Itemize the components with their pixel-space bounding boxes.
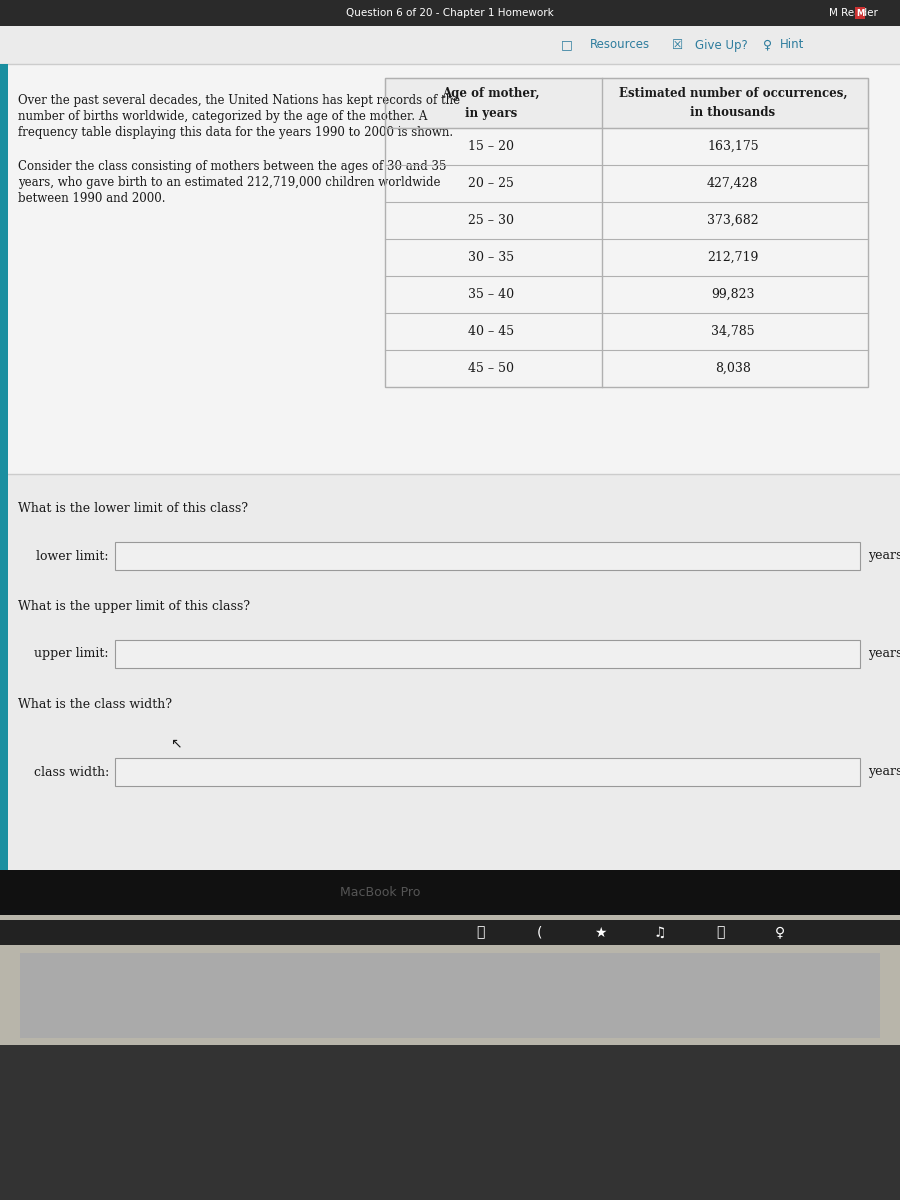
Bar bbox=[20, 953, 880, 1038]
Text: ↖: ↖ bbox=[170, 736, 182, 750]
Text: Question 6 of 20 - Chapter 1 Homework: Question 6 of 20 - Chapter 1 Homework bbox=[346, 8, 554, 18]
Text: M Reader: M Reader bbox=[829, 8, 878, 18]
Text: What is the lower limit of this class?: What is the lower limit of this class? bbox=[18, 502, 248, 515]
Text: years: years bbox=[868, 766, 900, 779]
Text: number of births worldwide, categorized by the age of the mother. A: number of births worldwide, categorized … bbox=[18, 110, 427, 122]
Bar bbox=[0, 920, 900, 946]
Text: ♫: ♫ bbox=[653, 925, 666, 940]
Bar bbox=[0, 914, 900, 1045]
Text: ♀: ♀ bbox=[763, 38, 772, 52]
Text: 163,175: 163,175 bbox=[706, 140, 759, 152]
Text: 99,823: 99,823 bbox=[711, 288, 754, 301]
Text: 45 – 50: 45 – 50 bbox=[468, 362, 514, 374]
Text: class width:: class width: bbox=[34, 766, 109, 779]
Text: Resources: Resources bbox=[590, 38, 650, 52]
Text: (: ( bbox=[537, 925, 543, 940]
Text: ♀: ♀ bbox=[775, 925, 785, 940]
Bar bbox=[0, 64, 900, 870]
Bar bbox=[115, 542, 860, 570]
Bar bbox=[0, 0, 900, 26]
Text: What is the upper limit of this class?: What is the upper limit of this class? bbox=[18, 600, 250, 613]
Text: between 1990 and 2000.: between 1990 and 2000. bbox=[18, 192, 166, 205]
Text: MacBook Pro: MacBook Pro bbox=[340, 886, 420, 899]
Text: □: □ bbox=[561, 38, 573, 52]
Bar bbox=[0, 26, 900, 64]
Text: 373,682: 373,682 bbox=[706, 214, 759, 227]
Text: 212,719: 212,719 bbox=[707, 251, 759, 264]
Text: Estimated number of occurrences,: Estimated number of occurrences, bbox=[618, 86, 847, 100]
Text: frequency table displaying this data for the years 1990 to 2000 is shown.: frequency table displaying this data for… bbox=[18, 126, 453, 139]
Text: 40 – 45: 40 – 45 bbox=[468, 325, 514, 338]
Text: years: years bbox=[868, 550, 900, 563]
Bar bbox=[115, 758, 860, 786]
Text: Consider the class consisting of mothers between the ages of 30 and 35: Consider the class consisting of mothers… bbox=[18, 160, 446, 173]
Bar bbox=[0, 0, 900, 870]
Text: 427,428: 427,428 bbox=[707, 176, 759, 190]
Text: Age of mother,: Age of mother, bbox=[443, 86, 540, 100]
Text: years: years bbox=[868, 648, 900, 660]
Text: in thousands: in thousands bbox=[690, 107, 775, 120]
Bar bbox=[0, 64, 8, 870]
Text: ⎒: ⎒ bbox=[476, 925, 484, 940]
Text: Hint: Hint bbox=[780, 38, 805, 52]
Text: What is the class width?: What is the class width? bbox=[18, 698, 172, 710]
Text: in years: in years bbox=[465, 107, 518, 120]
Text: 34,785: 34,785 bbox=[711, 325, 754, 338]
Bar bbox=[115, 640, 860, 668]
Bar bbox=[8, 474, 900, 870]
Text: 🔇: 🔇 bbox=[716, 925, 724, 940]
Text: Give Up?: Give Up? bbox=[695, 38, 748, 52]
Text: years, who gave birth to an estimated 212,719,000 children worldwide: years, who gave birth to an estimated 21… bbox=[18, 176, 440, 188]
Text: upper limit:: upper limit: bbox=[34, 648, 109, 660]
Text: 20 – 25: 20 – 25 bbox=[468, 176, 514, 190]
Text: lower limit:: lower limit: bbox=[37, 550, 109, 563]
Text: Over the past several decades, the United Nations has kept records of the: Over the past several decades, the Unite… bbox=[18, 94, 460, 107]
Bar bbox=[0, 870, 900, 914]
Text: ☒: ☒ bbox=[672, 38, 684, 52]
Bar bbox=[8, 64, 900, 474]
Text: 25 – 30: 25 – 30 bbox=[468, 214, 514, 227]
Bar bbox=[385, 78, 868, 386]
Bar bbox=[385, 78, 868, 128]
Text: 30 – 35: 30 – 35 bbox=[468, 251, 514, 264]
Bar bbox=[0, 1045, 900, 1200]
Text: 35 – 40: 35 – 40 bbox=[468, 288, 514, 301]
Text: 15 – 20: 15 – 20 bbox=[468, 140, 514, 152]
Text: 8,038: 8,038 bbox=[715, 362, 751, 374]
Text: ★: ★ bbox=[594, 925, 607, 940]
Text: M: M bbox=[856, 8, 864, 18]
